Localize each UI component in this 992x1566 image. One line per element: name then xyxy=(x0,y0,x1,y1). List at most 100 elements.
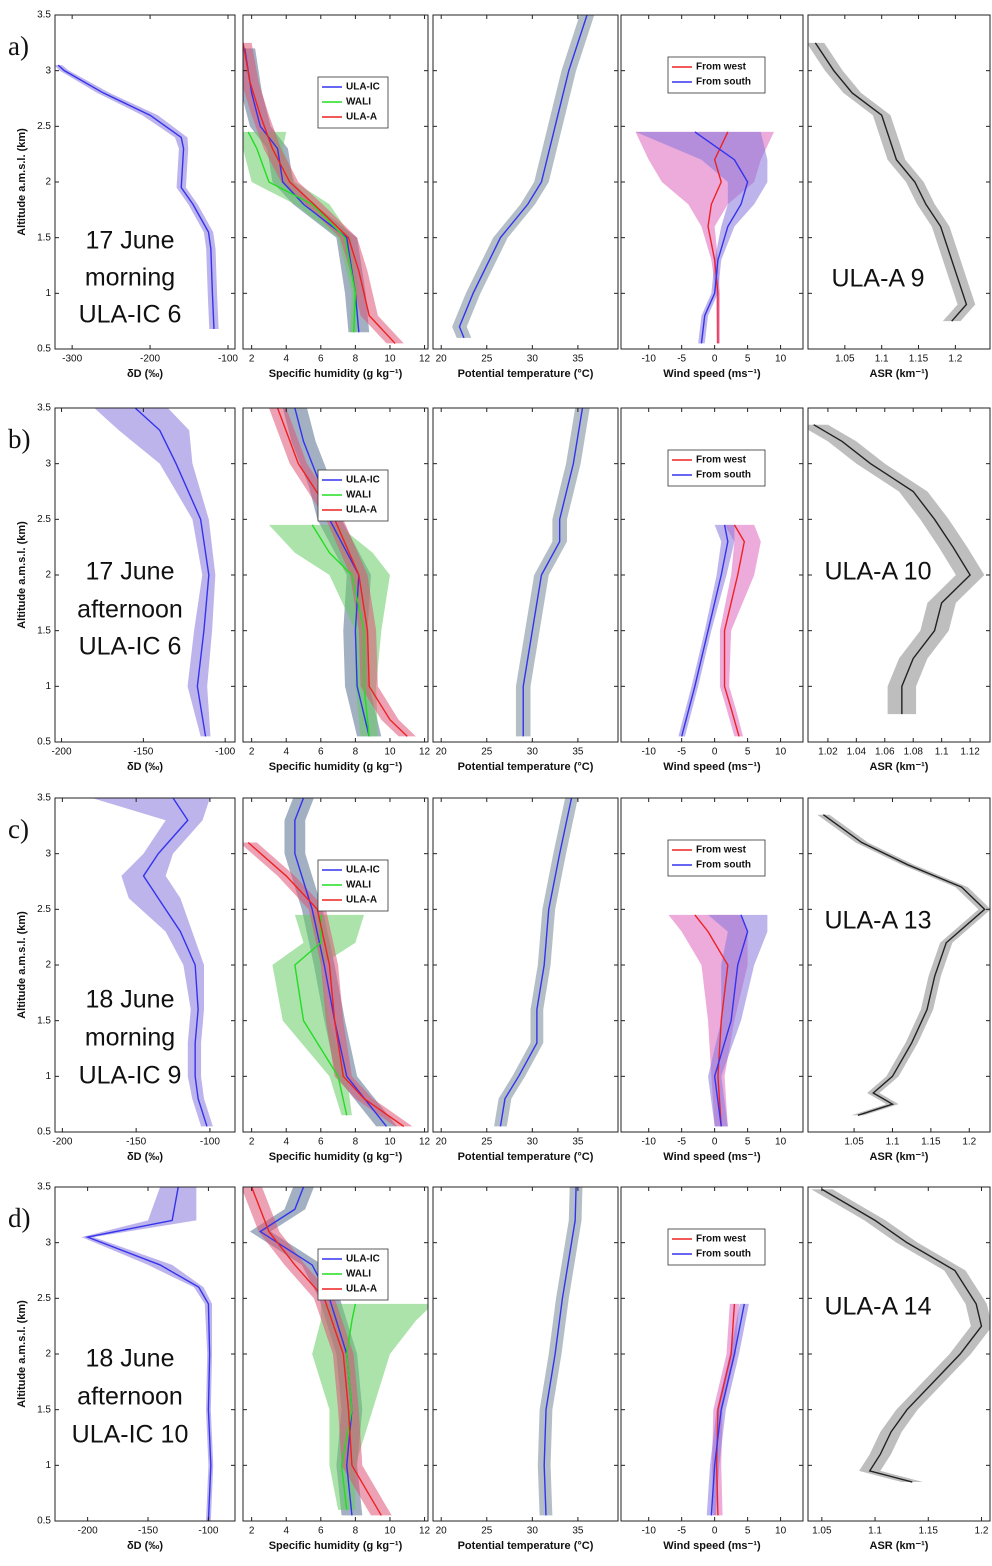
x-tick-label: 2 xyxy=(249,1137,255,1148)
x-tick-label: 25 xyxy=(481,1526,493,1537)
profile-line xyxy=(707,131,729,344)
x-tick-label: 2 xyxy=(249,1526,255,1537)
legend-label: ULA-IC xyxy=(346,82,380,93)
x-tick-label: 5 xyxy=(745,354,751,365)
legend-box xyxy=(667,839,766,877)
profile-line xyxy=(715,1303,736,1516)
uncertainty-band xyxy=(94,408,216,737)
legend-label: From south xyxy=(696,470,751,481)
x-tick-label: 30 xyxy=(527,1526,539,1537)
uncertainty-band xyxy=(268,408,416,737)
x-tick-label: 8 xyxy=(353,1137,359,1148)
x-tick-label: 1.05 xyxy=(835,354,855,365)
x-tick-label: 1.1 xyxy=(875,354,889,365)
uncertainty-band xyxy=(635,131,768,344)
x-tick-label: -150 xyxy=(126,1137,146,1148)
x-axis-label: Potential temperature (°C) xyxy=(458,1151,594,1163)
y-tick-label: 0.5 xyxy=(37,1516,51,1527)
y-axis-label: Altitude a.m.s.l. (km) xyxy=(16,1300,28,1408)
y-axis-label: Altitude a.m.s.l. (km) xyxy=(16,128,28,236)
axes-frame xyxy=(432,797,619,1133)
annotation: 17 June xyxy=(86,227,175,255)
x-tick-label: -5 xyxy=(677,1137,686,1148)
legend-box xyxy=(667,449,766,487)
annotation: afternoon xyxy=(77,596,183,624)
uncertainty-band xyxy=(719,524,761,737)
legend-label: From south xyxy=(696,860,751,871)
legend-label: From west xyxy=(696,62,747,73)
annotation: morning xyxy=(85,1024,175,1052)
x-tick-label: 1.2 xyxy=(975,1526,989,1537)
x-tick-label: 10 xyxy=(775,1137,787,1148)
uncertainty-band xyxy=(708,914,768,1127)
x-tick-label: 4 xyxy=(283,747,289,758)
legend-label: ULA-A xyxy=(346,505,377,516)
y-tick-label: 3.5 xyxy=(37,1182,51,1193)
x-axis-label: Specific humidity (g kg⁻¹) xyxy=(269,1151,403,1163)
y-tick-label: 1 xyxy=(45,1071,51,1082)
x-axis-label: Wind speed (ms⁻¹) xyxy=(663,1151,761,1163)
y-tick-label: 0.5 xyxy=(37,344,51,355)
uncertainty-band xyxy=(243,1187,392,1516)
x-tick-label: 1.2 xyxy=(962,1137,976,1148)
x-tick-label: 1.1 xyxy=(935,747,949,758)
x-axis-label: δD (‰) xyxy=(127,368,163,380)
x-tick-label: 20 xyxy=(436,1137,448,1148)
y-tick-label: 1.5 xyxy=(37,625,51,636)
x-tick-label: 10 xyxy=(384,1526,396,1537)
x-tick-label: 1.05 xyxy=(812,1526,832,1537)
x-tick-label: -100 xyxy=(215,747,235,758)
x-tick-label: 0 xyxy=(712,1526,718,1537)
y-tick-label: 3 xyxy=(45,65,51,76)
legend-box xyxy=(667,1228,766,1266)
legend-label: WALI xyxy=(346,490,371,501)
uncertainty-band xyxy=(452,15,595,338)
y-tick-label: 1 xyxy=(45,1460,51,1471)
x-tick-label: -5 xyxy=(677,1526,686,1537)
x-tick-label: 12 xyxy=(419,354,431,365)
profile-line xyxy=(814,42,968,322)
x-tick-label: 1.1 xyxy=(886,1137,900,1148)
y-tick-label: 2.5 xyxy=(37,514,51,525)
x-tick-label: 2 xyxy=(249,354,255,365)
x-axis-label: δD (‰) xyxy=(127,1151,163,1163)
x-axis-label: ASR (km⁻¹) xyxy=(870,368,929,380)
axes-frame xyxy=(432,1186,619,1522)
y-tick-label: 3.5 xyxy=(37,10,51,21)
profile-line xyxy=(522,408,584,737)
x-tick-label: 8 xyxy=(353,1526,359,1537)
y-tick-label: 1.5 xyxy=(37,1015,51,1026)
x-tick-label: 30 xyxy=(527,1137,539,1148)
y-axis-label: Altitude a.m.s.l. (km) xyxy=(16,521,28,629)
x-tick-label: -10 xyxy=(641,747,656,758)
x-axis-label: Specific humidity (g kg⁻¹) xyxy=(269,761,403,773)
x-tick-label: 12 xyxy=(419,1137,431,1148)
legend-label: ULA-A xyxy=(346,1284,377,1295)
legend-label: From south xyxy=(696,1249,751,1260)
profile-line xyxy=(680,524,729,737)
uncertainty-band xyxy=(817,814,990,1116)
annotation: ULA-IC 10 xyxy=(72,1421,189,1449)
axes-frame xyxy=(432,14,619,350)
y-tick-label: 1 xyxy=(45,288,51,299)
y-tick-label: 0.5 xyxy=(37,737,51,748)
legend-label: WALI xyxy=(346,1269,371,1280)
legend-box xyxy=(667,56,766,94)
x-tick-label: 10 xyxy=(775,354,787,365)
legend-label: ULA-IC xyxy=(346,475,380,486)
legend-label: From west xyxy=(696,845,747,856)
annotation: ULA-IC 9 xyxy=(79,1062,182,1090)
x-tick-label: 25 xyxy=(481,747,493,758)
x-tick-label: 30 xyxy=(527,354,539,365)
x-tick-label: 20 xyxy=(436,747,448,758)
x-tick-label: 6 xyxy=(318,1526,324,1537)
x-tick-label: 1.06 xyxy=(875,747,895,758)
profile-line xyxy=(813,424,971,715)
y-tick-label: 3 xyxy=(45,458,51,469)
y-tick-label: 2.5 xyxy=(37,121,51,132)
x-axis-label: Potential temperature (°C) xyxy=(458,761,594,773)
uncertainty-band xyxy=(243,131,359,333)
panel-label: b) xyxy=(8,424,31,454)
x-tick-label: 4 xyxy=(283,1137,289,1148)
x-tick-label: -150 xyxy=(138,1526,158,1537)
